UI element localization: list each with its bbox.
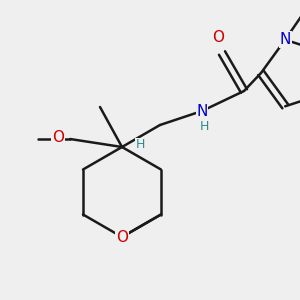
Text: O: O (212, 29, 224, 44)
Text: O: O (52, 130, 64, 145)
Text: N: N (280, 32, 291, 47)
Text: N: N (196, 103, 208, 118)
Text: H: H (135, 139, 145, 152)
Text: O: O (116, 230, 128, 244)
Text: H: H (199, 121, 209, 134)
